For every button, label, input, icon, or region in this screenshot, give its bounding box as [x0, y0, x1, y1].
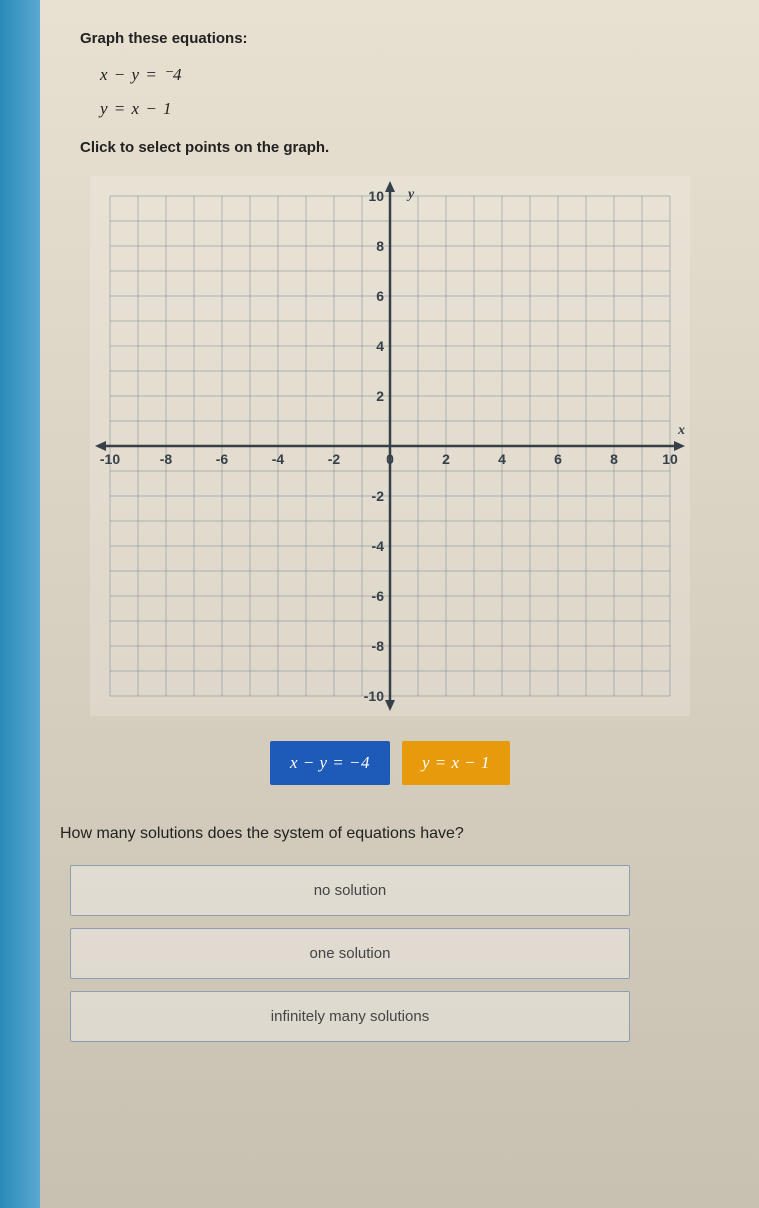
svg-text:-2: -2: [328, 451, 341, 467]
svg-text:2: 2: [376, 388, 384, 404]
svg-text:4: 4: [376, 338, 384, 354]
svg-text:-2: -2: [372, 488, 385, 504]
svg-text:-10: -10: [364, 688, 384, 704]
equation-2: y = x − 1: [100, 99, 689, 119]
svg-text:8: 8: [610, 451, 618, 467]
question-text: How many solutions does the system of eq…: [60, 825, 689, 843]
equation-selector-row: x − y = −4 y = x − 1: [90, 741, 690, 785]
svg-text:-10: -10: [100, 451, 120, 467]
equation-button-2[interactable]: y = x − 1: [402, 741, 510, 785]
svg-text:y: y: [406, 187, 415, 202]
svg-text:10: 10: [368, 188, 384, 204]
equations-list: x − y = ⁻4 y = x − 1: [100, 65, 689, 119]
svg-text:0: 0: [386, 451, 394, 467]
svg-text:x: x: [677, 423, 685, 438]
svg-text:-4: -4: [372, 538, 385, 554]
graph-svg[interactable]: -10 -8 -6 -4 -2 0 2 4 6 8 10 10 8 6 4 2 -2 -4 -6 -8 -10 y x: [90, 176, 690, 716]
svg-text:-8: -8: [372, 638, 385, 654]
svg-text:10: 10: [662, 451, 678, 467]
svg-text:-8: -8: [160, 451, 173, 467]
prompt-title: Graph these equations:: [80, 30, 689, 47]
answer-one-solution[interactable]: one solution: [70, 928, 630, 979]
svg-text:6: 6: [376, 288, 384, 304]
equation-1: x − y = ⁻4: [100, 65, 689, 85]
svg-text:6: 6: [554, 451, 562, 467]
svg-text:2: 2: [442, 451, 450, 467]
svg-text:-4: -4: [272, 451, 285, 467]
svg-text:-6: -6: [372, 588, 385, 604]
answer-options: no solution one solution infinitely many…: [70, 865, 630, 1042]
equation-button-1[interactable]: x − y = −4: [270, 741, 390, 785]
sub-prompt: Click to select points on the graph.: [80, 139, 689, 156]
answer-infinitely-many[interactable]: infinitely many solutions: [70, 991, 630, 1042]
svg-text:8: 8: [376, 238, 384, 254]
coordinate-graph[interactable]: -10 -8 -6 -4 -2 0 2 4 6 8 10 10 8 6 4 2 -2 -4 -6 -8 -10 y x: [90, 176, 690, 716]
svg-text:4: 4: [498, 451, 506, 467]
answer-no-solution[interactable]: no solution: [70, 865, 630, 916]
svg-text:-6: -6: [216, 451, 229, 467]
